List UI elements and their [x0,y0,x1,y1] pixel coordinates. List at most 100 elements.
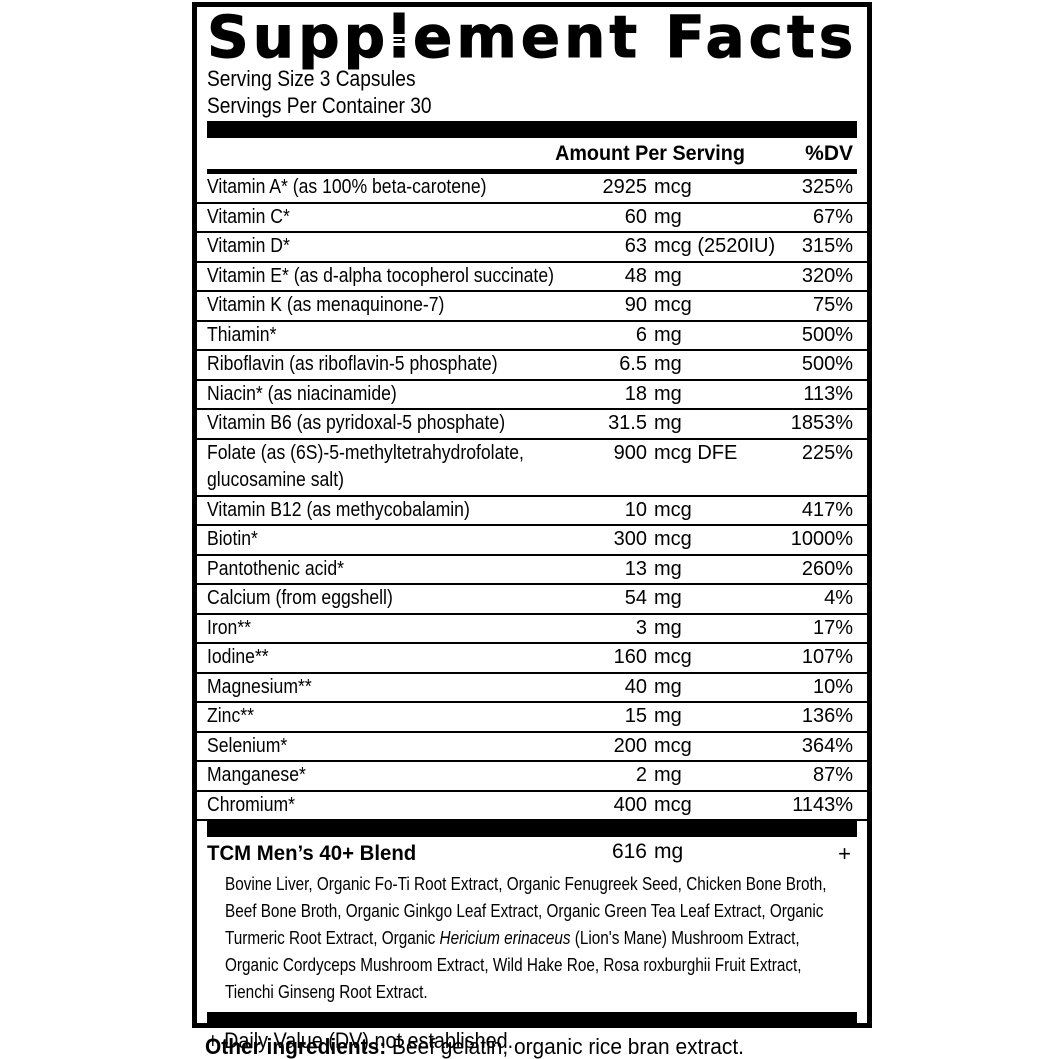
nutrient-row: Selenium* 200 mcg 364% [197,733,867,762]
nutrient-dv: 315% [801,235,853,257]
nutrient-name: Vitamin B6 (as pyridoxal-5 phosphate) [207,412,506,434]
nutrient-name: Vitamin E* (as d-alpha tocopherol succin… [207,264,554,287]
nutrient-row: Vitamin E* (as d-alpha tocopherol succin… [197,263,867,292]
nutrient-amount-value: 13 [624,557,647,580]
nutrient-amount-unit: mg [654,264,682,287]
nutrient-row: Chromium* 400 mcg 1143% [197,792,867,821]
nutrient-amount-unit: mg [654,382,682,405]
nutrient-name: Manganese* [207,764,306,786]
nutrient-dv: 75% [812,294,853,316]
nutrient-amount-value: 6.5 [619,353,647,375]
nutrient-amount-value: 2925 [602,176,648,198]
nutrient-row: Iron** 3 mg 17% [197,615,867,644]
nutrient-row: Calcium (from eggshell) 54 mg 4% [197,585,867,615]
nutrient-dv: 10% [812,675,853,698]
other-ingredients-text: Beef gelatin, organic rice bran extract. [391,1034,744,1059]
nutrient-name: Iodine** [207,646,269,668]
header-underline-bar [207,169,857,174]
hamburger-artifact-icon [393,34,408,47]
nutrient-amount-value: 31.5 [608,412,647,434]
nutrient-amount-unit: mcg [654,528,692,550]
nutrient-amount-unit: mcg [654,498,692,521]
nutrient-name: Magnesium** [207,675,312,698]
nutrient-amount-value: 400 [613,793,647,816]
nutrient-amount-value: 48 [624,264,647,287]
blend-amount-value: 616 [611,840,647,863]
nutrient-name: Iron** [207,616,252,639]
nutrient-row: Magnesium** 40 mg 10% [197,674,867,703]
column-header-row: Amount Per Serving %DV [197,138,867,169]
nutrient-dv: 364% [801,734,853,757]
blend-ingredients-text-cont: (Lion's Mane) Mushroom Extract, Organic … [225,928,802,1002]
nutrient-amount-value: 160 [613,646,647,668]
nutrient-dv: 113% [803,382,853,405]
nutrient-row: Manganese* 2 mg 87% [197,762,867,792]
nutrient-name: Selenium* [207,734,288,757]
nutrient-amount-unit: mg [654,412,682,434]
blend-dv-symbol: + [838,841,851,866]
nutrient-dv: 417% [801,498,853,521]
nutrient-name: Vitamin K (as menaquinone-7) [207,294,445,316]
nutrient-dv: 500% [801,353,853,375]
nutrient-amount-value: 15 [624,705,647,727]
percent-dv-header: %DV [805,142,853,165]
dv-footnote: + Daily Value (DV) not established. [207,1028,514,1053]
nutrient-dv: 325% [801,176,853,198]
nutrient-dv: 87% [812,764,853,786]
nutrient-name: Riboflavin (as riboflavin-5 phosphate) [207,353,498,375]
nutrient-row: Vitamin B6 (as pyridoxal-5 phosphate) 31… [197,410,867,440]
nutrient-amount-unit: mg [654,205,682,228]
nutrient-row: Pantothenic acid* 13 mg 260% [197,556,867,585]
nutrient-amount-unit: mg [654,557,682,580]
nutrient-amount-unit: mcg [654,734,692,757]
nutrient-table: Vitamin A* (as 100% beta-carotene) 2925 … [197,174,867,821]
nutrient-name: Chromium* [207,793,296,816]
divider-bar-thick-blend [207,821,857,837]
nutrient-row: Niacin* (as niacinamide) 18 mg 113% [197,381,867,410]
nutrient-amount-unit: mg [654,675,682,698]
blend-amount-unit: mg [654,840,684,863]
nutrient-name: Vitamin B12 (as methycobalamin) [207,498,470,521]
nutrient-dv: 320% [801,264,853,287]
nutrient-row: Iodine** 160 mcg 107% [197,644,867,674]
nutrient-name: Vitamin C* [207,205,290,228]
panel-title: Supplement Facts [207,3,858,71]
serving-size-line: Serving Size 3 Capsules [207,66,416,91]
nutrient-row: Biotin* 300 mcg 1000% [197,526,867,556]
nutrient-dv: 1143% [792,793,853,816]
nutrient-amount-value: 63 [624,235,647,257]
blend-ingredients-text: Bovine Liver, Organic Fo-Ti Root Extract… [225,874,827,948]
nutrient-amount-unit: mg [654,323,682,346]
nutrient-amount-unit: mg [654,764,682,786]
nutrient-dv: 1000% [790,528,853,550]
nutrient-amount-value: 18 [624,382,647,405]
nutrient-amount-value: 200 [613,734,647,757]
nutrient-amount-unit: mcg [654,793,692,816]
divider-bar-thick-top [207,121,857,138]
blend-ingredients: Bovine Liver, Organic Fo-Ti Root Extract… [225,871,857,1006]
nutrient-dv: 17% [812,616,853,639]
nutrient-row: Vitamin B12 (as methycobalamin) 10 mcg 4… [197,497,867,526]
nutrient-dv: 107% [801,646,853,668]
nutrient-amount-value: 10 [624,498,647,521]
nutrient-amount-unit: mcg DFE [654,441,738,464]
divider-bar-thick-bottom [207,1012,857,1026]
nutrient-amount-value: 54 [624,587,647,609]
blend-row: TCM Men’s 40+ Blend 616 mg + [197,837,867,869]
nutrient-amount-unit: mcg [654,176,692,198]
nutrient-name: Niacin* (as niacinamide) [207,382,397,405]
nutrient-row: Riboflavin (as riboflavin-5 phosphate) 6… [197,351,867,381]
nutrient-row: Vitamin C* 60 mg 67% [197,204,867,233]
nutrient-row: Vitamin A* (as 100% beta-carotene) 2925 … [197,174,867,204]
nutrient-name: Thiamin* [207,323,277,346]
amount-per-serving-header: Amount Per Serving [555,142,745,165]
nutrient-name: Pantothenic acid* [207,557,344,580]
nutrient-dv: 500% [801,323,853,346]
nutrient-dv: 4% [824,587,853,609]
nutrient-row: Vitamin K (as menaquinone-7) 90 mcg 75% [197,292,867,322]
nutrient-name: Vitamin D* [207,235,290,257]
nutrient-amount-value: 2 [635,764,647,786]
nutrient-row: Zinc** 15 mg 136% [197,703,867,733]
nutrient-amount-value: 90 [624,294,647,316]
other-ingredients-line: Other ingredients: Beef gelatin, organic… [205,1034,772,1059]
